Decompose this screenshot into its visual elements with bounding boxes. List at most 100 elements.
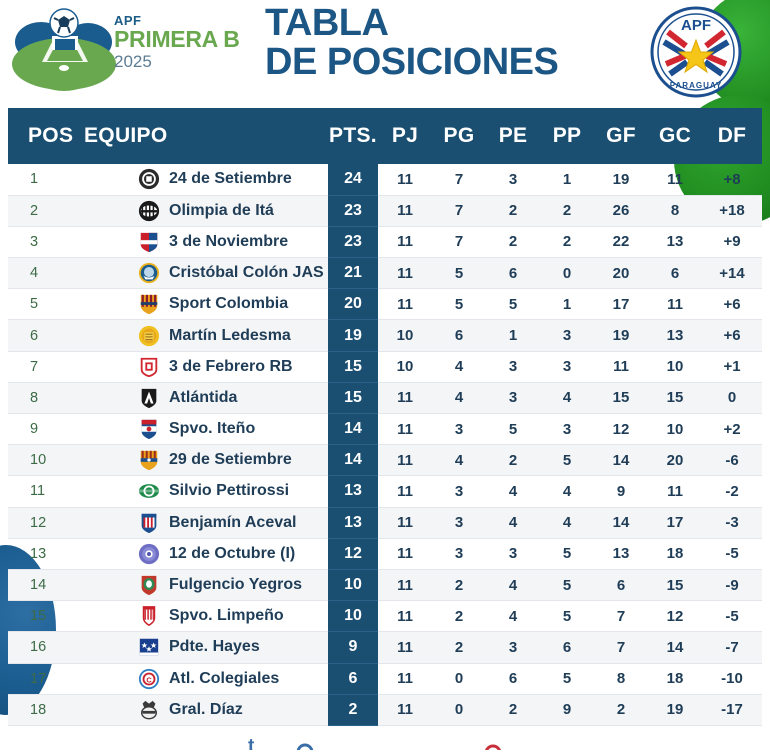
crest-fulgencio-yegros-icon bbox=[138, 574, 160, 596]
table-row[interactable]: 9 Spvo. Iteño 14 11 3 5 3 12 10 +2 bbox=[8, 413, 762, 446]
row-team-cell[interactable]: Martín Ledesma bbox=[70, 319, 328, 352]
row-team-cell[interactable]: 3 de Febrero RB bbox=[70, 351, 328, 383]
table-row[interactable]: 12 Benjamín Aceval 13 11 3 4 4 14 17 -3 bbox=[8, 507, 762, 539]
table-row[interactable]: 1 24 de Setiembre 24 11 7 3 1 19 11 +8 bbox=[8, 164, 762, 196]
row-goals-against: 11 bbox=[648, 164, 702, 196]
row-goals-for: 13 bbox=[594, 538, 648, 570]
row-team-cell[interactable]: Olimpia de Itá bbox=[70, 195, 328, 227]
row-position: 12 bbox=[8, 507, 70, 539]
row-won: 5 bbox=[432, 288, 486, 321]
row-won: 7 bbox=[432, 195, 486, 227]
crest-atlantida-icon bbox=[138, 387, 160, 409]
row-goals-against: 13 bbox=[648, 319, 702, 352]
standings-table-wrap: POS EQUIPO PTS. PJ PG PE PP GF GC DF 1 24… bbox=[0, 108, 770, 726]
crest-olimpia-de-ita-icon bbox=[138, 200, 160, 222]
row-won: 0 bbox=[432, 694, 486, 726]
row-drawn: 4 bbox=[486, 569, 540, 602]
row-position: 7 bbox=[8, 351, 70, 383]
col-header-pos[interactable]: POS bbox=[8, 108, 73, 164]
row-won: 2 bbox=[432, 569, 486, 602]
col-header-pe[interactable]: PE bbox=[486, 108, 540, 164]
row-position: 16 bbox=[8, 631, 70, 664]
row-goal-difference: +9 bbox=[702, 226, 762, 259]
row-position: 2 bbox=[8, 195, 70, 227]
row-position: 6 bbox=[8, 319, 70, 352]
row-points: 20 bbox=[328, 288, 378, 321]
row-lost: 5 bbox=[540, 444, 594, 477]
row-team-name: Spvo. Limpeño bbox=[169, 607, 284, 625]
row-drawn: 2 bbox=[486, 444, 540, 477]
row-team-cell[interactable]: Cristóbal Colón JAS bbox=[70, 257, 328, 290]
page-title-line2: DE POSICIONES bbox=[265, 41, 559, 84]
row-team-cell[interactable]: Gral. Díaz bbox=[70, 694, 328, 726]
col-header-gf[interactable]: GF bbox=[594, 108, 648, 164]
row-team-cell[interactable]: 3 de Noviembre bbox=[70, 226, 328, 259]
page-header: APF PRIMERA B 2025 TABLA DE POSICIONES bbox=[0, 0, 770, 108]
row-goals-for: 20 bbox=[594, 257, 648, 290]
table-row[interactable]: 2 Olimpia de Itá 23 11 7 2 2 26 8 +18 bbox=[8, 195, 762, 227]
crest-atl-colegiales-icon bbox=[138, 668, 160, 690]
row-goals-for: 22 bbox=[594, 226, 648, 259]
standings-table: POS EQUIPO PTS. PJ PG PE PP GF GC DF 1 24… bbox=[8, 108, 762, 726]
table-row[interactable]: 11 Silvio Pettirossi 13 11 3 4 4 9 11 -2 bbox=[8, 475, 762, 508]
page-title-line1: TABLA bbox=[265, 2, 389, 44]
row-team-cell[interactable]: 29 de Setiembre bbox=[70, 444, 328, 477]
row-team-cell[interactable]: Pdte. Hayes bbox=[70, 631, 328, 664]
table-row[interactable]: 15 Spvo. Limpeño 10 11 2 4 5 7 12 -5 bbox=[8, 600, 762, 633]
col-header-gc[interactable]: GC bbox=[648, 108, 702, 164]
table-row[interactable]: 14 Fulgencio Yegros 10 11 2 4 5 6 15 -9 bbox=[8, 569, 762, 602]
row-goals-against: 14 bbox=[648, 631, 702, 664]
row-position: 3 bbox=[8, 226, 70, 259]
crest-29-de-setiembre-icon bbox=[138, 449, 160, 471]
row-goals-against: 17 bbox=[648, 507, 702, 539]
svg-text:APF: APF bbox=[681, 17, 711, 34]
row-team-cell[interactable]: 24 de Setiembre bbox=[70, 164, 328, 196]
table-row[interactable]: 17 Atl. Colegiales 6 11 0 6 5 8 18 -10 bbox=[8, 663, 762, 695]
col-header-df[interactable]: DF bbox=[702, 108, 762, 164]
row-team-cell[interactable]: Silvio Pettirossi bbox=[70, 475, 328, 508]
apf-federation-crest-icon: APF PARAGUAY bbox=[648, 4, 744, 100]
col-header-pts[interactable]: PTS. bbox=[328, 108, 378, 164]
row-team-cell[interactable]: Atl. Colegiales bbox=[70, 663, 328, 695]
row-goals-against: 10 bbox=[648, 351, 702, 383]
row-goals-for: 17 bbox=[594, 288, 648, 321]
table-row[interactable]: 13 12 de Octubre (I) 12 11 3 3 5 13 18 -5 bbox=[8, 538, 762, 570]
table-row[interactable]: 10 29 de Setiembre 14 11 4 2 5 14 20 -6 bbox=[8, 444, 762, 477]
row-goals-for: 14 bbox=[594, 507, 648, 539]
crest-24-de-setiembre-icon bbox=[138, 168, 160, 190]
row-goal-difference: -6 bbox=[702, 444, 762, 477]
row-won: 3 bbox=[432, 475, 486, 508]
row-team-cell[interactable]: Sport Colombia bbox=[70, 288, 328, 321]
row-position: 8 bbox=[8, 382, 70, 415]
row-drawn: 4 bbox=[486, 600, 540, 633]
row-team-name: Martín Ledesma bbox=[169, 326, 291, 344]
row-team-name: Gral. Díaz bbox=[169, 700, 243, 718]
row-team-cell[interactable]: Spvo. Limpeño bbox=[70, 600, 328, 633]
crest-spvo-limpeno-icon bbox=[138, 605, 160, 627]
table-row[interactable]: 5 Sport Colombia 20 11 5 5 1 17 11 +6 bbox=[8, 288, 762, 321]
col-header-pj[interactable]: PJ bbox=[378, 108, 432, 164]
row-position: 14 bbox=[8, 569, 70, 602]
row-goals-for: 2 bbox=[594, 694, 648, 726]
row-goals-against: 18 bbox=[648, 663, 702, 695]
row-team-cell[interactable]: 12 de Octubre (I) bbox=[70, 538, 328, 570]
col-header-equipo[interactable]: EQUIPO bbox=[70, 108, 328, 164]
row-drawn: 3 bbox=[486, 351, 540, 383]
page-title: TABLA DE POSICIONES bbox=[265, 2, 559, 84]
table-row[interactable]: 18 Gral. Díaz 2 11 0 2 9 2 19 -17 bbox=[8, 694, 762, 726]
row-team-cell[interactable]: Benjamín Aceval bbox=[70, 507, 328, 539]
col-header-pg[interactable]: PG bbox=[432, 108, 486, 164]
table-row[interactable]: 8 Atlántida 15 11 4 3 4 15 15 0 bbox=[8, 382, 762, 415]
row-lost: 4 bbox=[540, 475, 594, 508]
table-row[interactable]: 6 Martín Ledesma 19 10 6 1 3 19 13 +6 bbox=[8, 319, 762, 352]
row-position: 15 bbox=[8, 600, 70, 633]
row-goal-difference: 0 bbox=[702, 382, 762, 415]
table-row[interactable]: 4 Cristóbal Colón JAS 21 11 5 6 0 20 6 +14 bbox=[8, 257, 762, 290]
row-team-cell[interactable]: Fulgencio Yegros bbox=[70, 569, 328, 602]
row-team-cell[interactable]: Atlántida bbox=[70, 382, 328, 415]
row-team-cell[interactable]: Spvo. Iteño bbox=[70, 413, 328, 446]
col-header-pp[interactable]: PP bbox=[540, 108, 594, 164]
table-row[interactable]: 16 Pdte. Hayes 9 11 2 3 6 7 14 -7 bbox=[8, 631, 762, 664]
